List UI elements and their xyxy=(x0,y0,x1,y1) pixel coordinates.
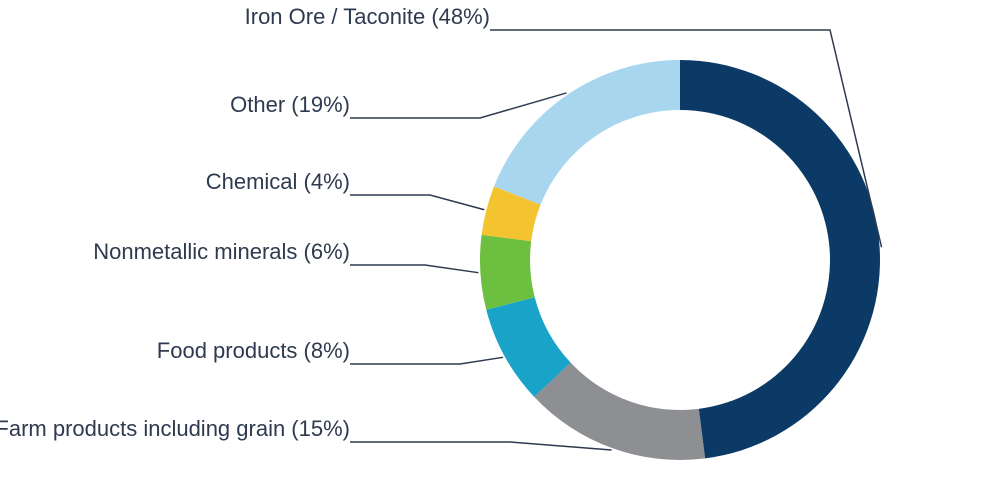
label-food-products: Food products (8%) xyxy=(157,338,350,363)
slice-iron-ore xyxy=(680,60,880,458)
donut-chart: Iron Ore / Taconite (48%) Farm products i… xyxy=(0,0,1006,500)
slice-labels: Iron Ore / Taconite (48%) Farm products i… xyxy=(0,4,490,441)
leader-chemical xyxy=(350,195,484,210)
label-nonmetallic: Nonmetallic minerals (6%) xyxy=(93,239,350,264)
leader-other xyxy=(350,93,566,118)
donut-slices xyxy=(480,60,880,460)
slice-other xyxy=(494,60,680,205)
slice-nonmetallic xyxy=(480,235,535,310)
label-farm-products: Farm products including grain (15%) xyxy=(0,416,350,441)
leader-food-products xyxy=(350,357,503,364)
leader-farm-products xyxy=(350,442,612,450)
label-iron-ore: Iron Ore / Taconite (48%) xyxy=(245,4,490,29)
leader-nonmetallic xyxy=(350,265,478,273)
label-other: Other (19%) xyxy=(230,92,350,117)
label-chemical: Chemical (4%) xyxy=(206,169,350,194)
